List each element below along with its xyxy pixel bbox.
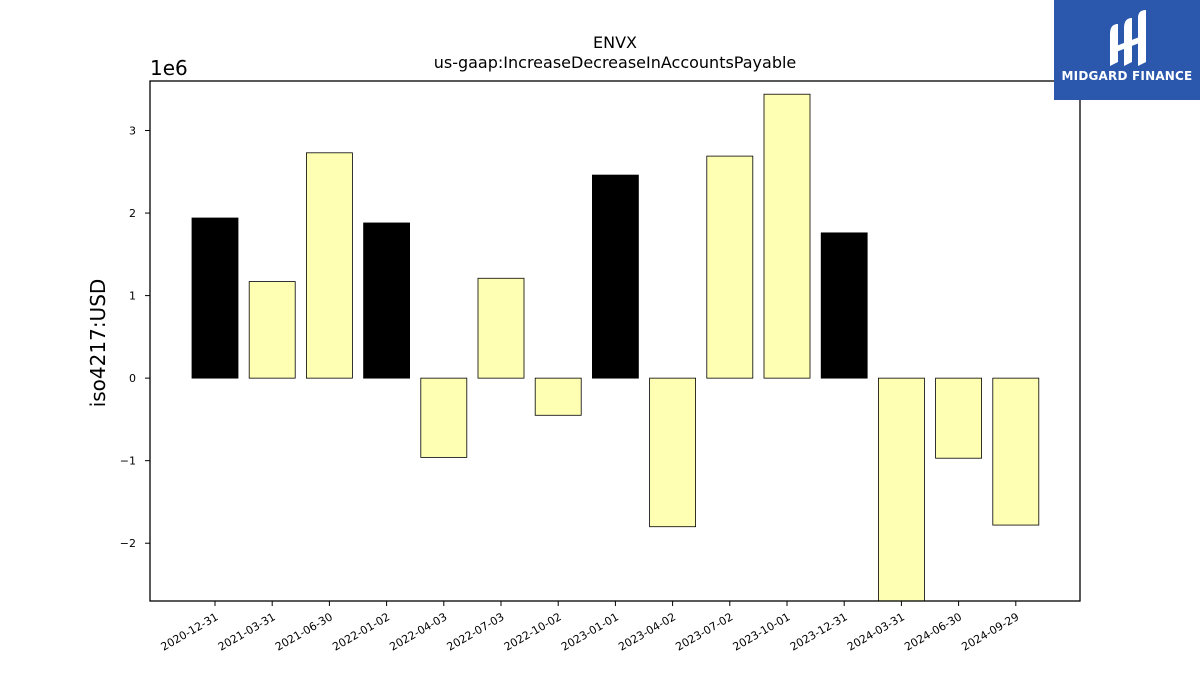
y-tick-label: −2 <box>120 537 136 550</box>
x-ticks-group: 2020-12-312021-03-312021-06-302022-01-02… <box>159 601 1021 654</box>
x-tick-label: 2021-03-31 <box>216 610 278 653</box>
bar-2020-12-31 <box>191 217 239 379</box>
x-tick-label: 2023-01-01 <box>559 610 621 653</box>
y-tick-label: −1 <box>120 455 136 468</box>
bar-2023-01-01 <box>592 174 639 379</box>
y-axis-exponent: 1e6 <box>150 56 188 80</box>
bar-2022-10-02 <box>534 377 582 416</box>
y-axis-label: iso4217:USD <box>86 279 110 408</box>
midgard-logo-icon <box>1110 10 1146 66</box>
y-tick-label: 2 <box>129 207 136 220</box>
bar-2023-04-02 <box>649 377 696 528</box>
bar-2021-06-30 <box>305 152 353 379</box>
bar-2024-09-29 <box>992 377 1040 526</box>
bar-2023-12-31 <box>820 232 868 379</box>
x-tick-label: 2022-01-02 <box>330 610 392 653</box>
bar-2023-10-01 <box>763 93 811 379</box>
x-tick-label: 2024-06-30 <box>902 610 964 653</box>
bar-2023-07-02 <box>706 155 754 379</box>
x-tick-label: 2021-06-30 <box>273 610 335 653</box>
bar-2022-04-03 <box>420 377 468 458</box>
x-tick-label: 2023-12-31 <box>788 610 850 653</box>
logo-text: MIDGARD FINANCE <box>1061 69 1193 83</box>
plot-frame <box>149 80 1081 602</box>
bar-2022-07-03 <box>477 277 525 379</box>
chart-title: ENVX <box>593 33 637 52</box>
x-tick-label: 2022-04-03 <box>387 610 449 653</box>
brand-logo: MIDGARD FINANCE <box>1054 0 1200 100</box>
bar-2022-01-02 <box>363 222 411 379</box>
x-tick-label: 2023-07-02 <box>673 610 735 653</box>
y-tick-label: 1 <box>129 290 136 303</box>
x-tick-label: 2024-09-29 <box>959 610 1021 653</box>
bar-2021-03-31 <box>248 281 296 379</box>
chart-subtitle: us-gaap:IncreaseDecreaseInAccountsPayabl… <box>434 53 797 72</box>
x-tick-label: 2022-07-03 <box>445 610 507 653</box>
y-ticks-group: −2 −1 0 1 2 3 <box>120 125 150 550</box>
bar-2024-03-31 <box>878 377 925 602</box>
x-tick-label: 2023-10-01 <box>731 610 793 653</box>
bar-2024-06-30 <box>935 377 982 459</box>
x-tick-label: 2023-04-02 <box>616 610 678 653</box>
bars-group <box>191 93 1040 602</box>
x-tick-label: 2020-12-31 <box>159 610 221 653</box>
y-tick-label: 3 <box>129 125 136 138</box>
x-tick-label: 2024-03-31 <box>845 610 907 653</box>
x-tick-label: 2022-10-02 <box>502 610 564 653</box>
y-tick-label: 0 <box>129 372 136 385</box>
